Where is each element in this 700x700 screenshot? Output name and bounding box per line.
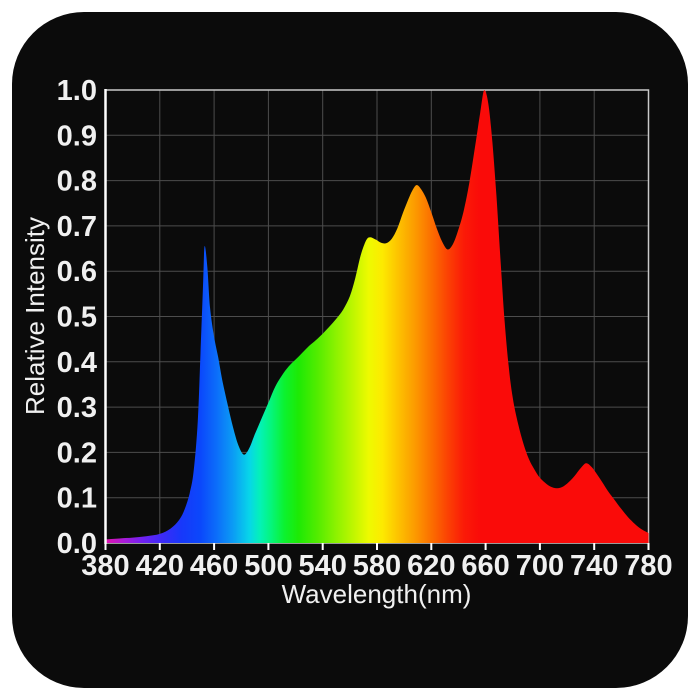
y-tick-labels: 0.0 0.1 0.2 0.3 0.4 0.5 0.6 0.7 0.8 0.9 1.0 — [57, 75, 97, 560]
x-tick-label: 460 — [190, 550, 238, 582]
x-tick-label: 580 — [353, 550, 401, 582]
x-tick-label: 660 — [461, 550, 509, 582]
x-tick-label: 700 — [516, 550, 564, 582]
y-tick-label: 0.4 — [57, 347, 97, 379]
y-tick-label: 0.7 — [57, 211, 97, 243]
x-axis-title: Wavelength(nm) — [282, 579, 472, 609]
y-tick-label: 0.2 — [57, 437, 97, 469]
x-axis-ticks — [104, 543, 650, 550]
y-tick-label: 0.5 — [57, 302, 97, 334]
y-tick-label: 0.6 — [57, 256, 97, 288]
x-tick-label: 780 — [624, 550, 672, 582]
y-tick-label: 0.1 — [57, 483, 97, 515]
x-tick-label: 540 — [299, 550, 347, 582]
x-tick-label: 620 — [407, 550, 455, 582]
x-tick-label: 500 — [244, 550, 292, 582]
x-tick-label: 420 — [136, 550, 184, 582]
y-tick-label: 0.9 — [57, 120, 97, 152]
y-tick-label: 0.8 — [57, 166, 97, 198]
x-tick-labels: 380 420 460 500 540 580 620 660 700 740 780 — [81, 550, 672, 582]
y-tick-label: 0.3 — [57, 392, 97, 424]
y-axis-title: Relative Intensity — [20, 217, 50, 415]
spectrum-area — [105, 90, 649, 543]
x-tick-label: 380 — [81, 550, 129, 582]
y-tick-label: 0.0 — [57, 528, 97, 560]
y-tick-label: 1.0 — [57, 75, 97, 107]
x-tick-label: 740 — [570, 550, 618, 582]
